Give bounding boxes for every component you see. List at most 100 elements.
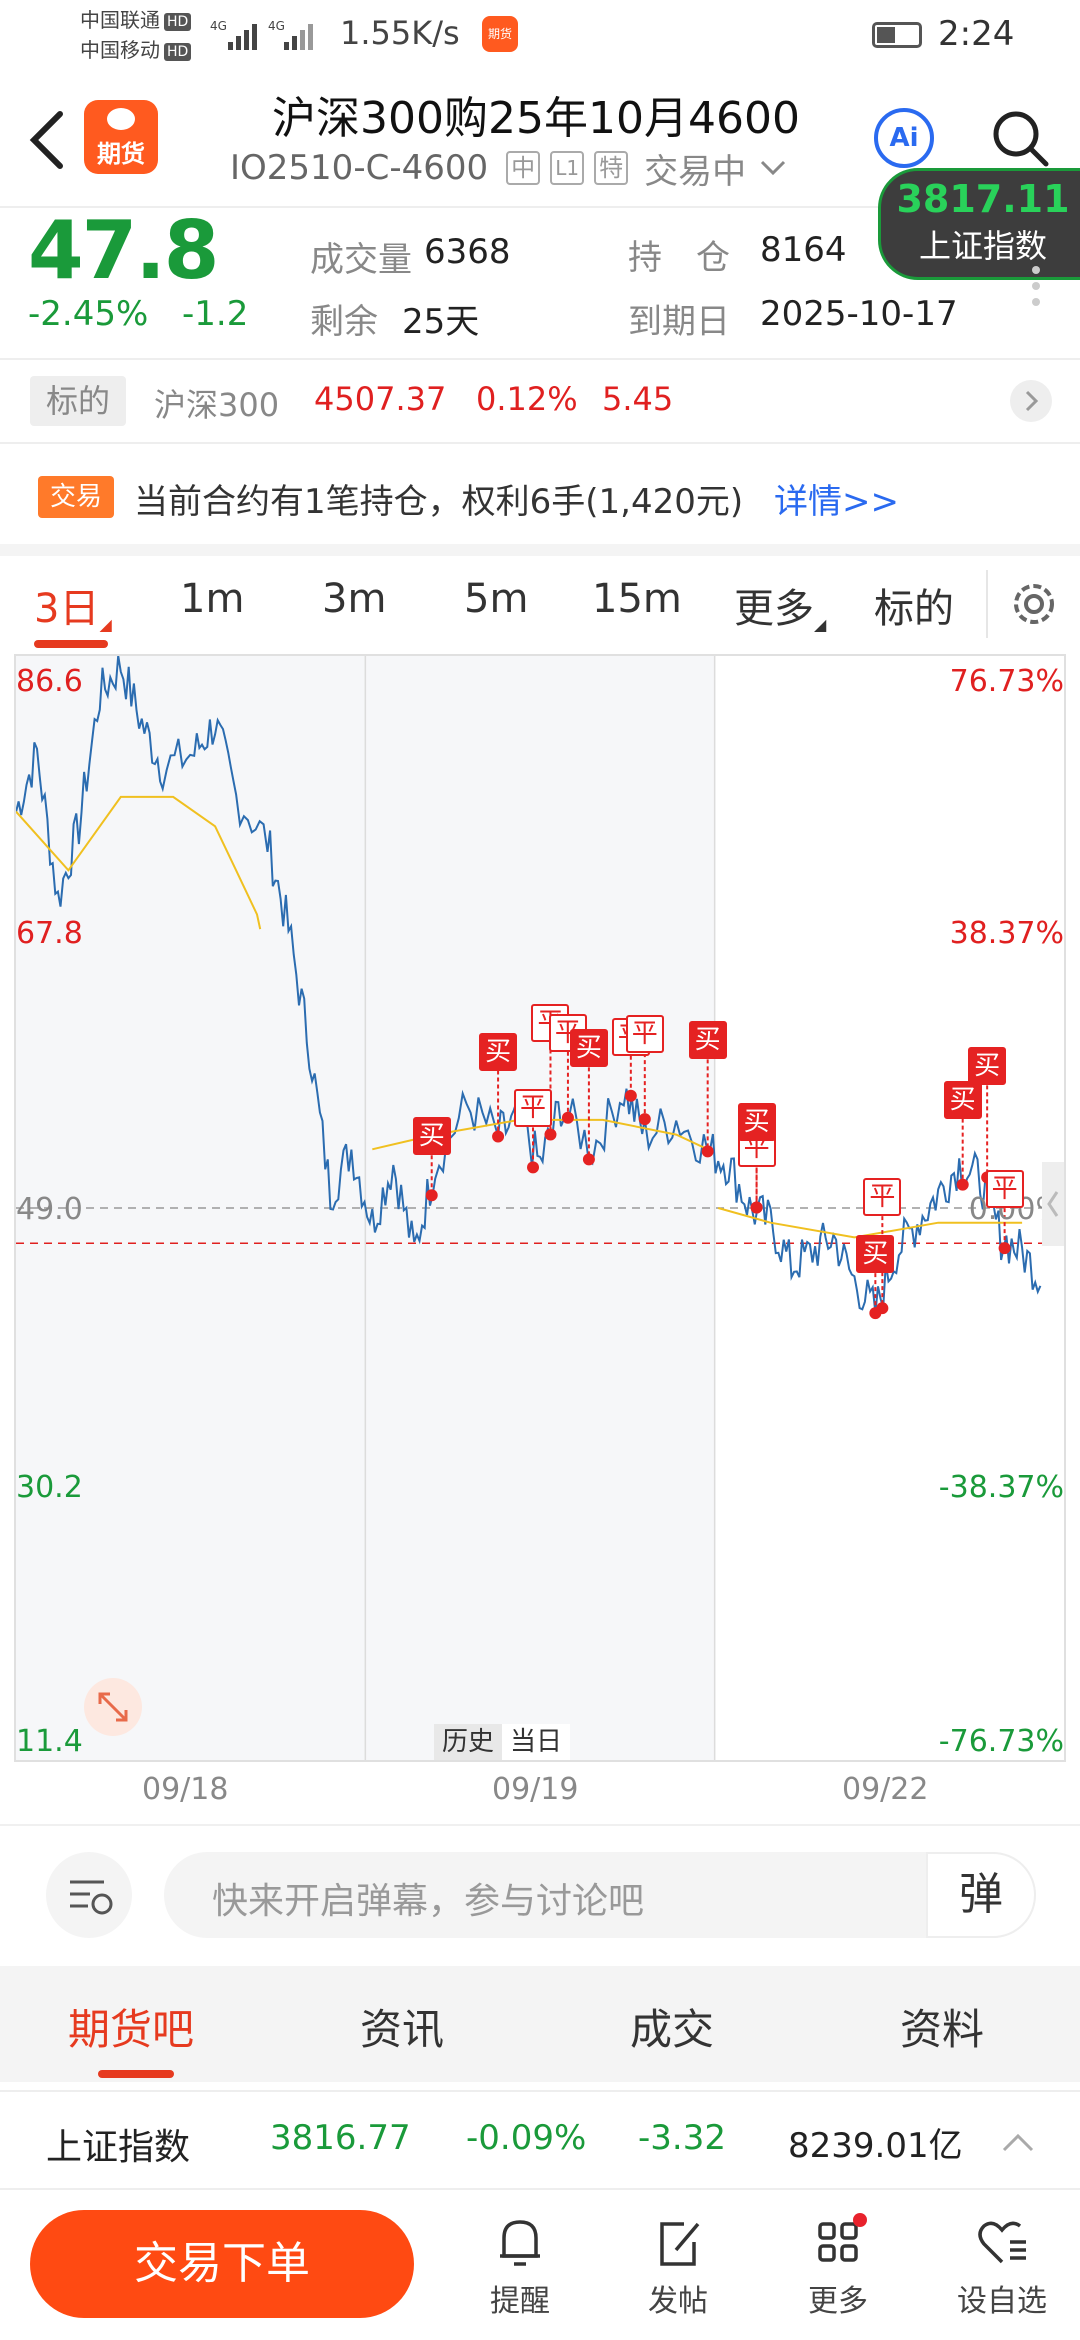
underlying-pct: 0.12% bbox=[476, 380, 578, 418]
app-notification-icon: 期货 bbox=[482, 16, 518, 52]
underlying-row[interactable]: 标的 沪深300 4507.37 0.12% 5.45 bbox=[0, 360, 1080, 442]
notice-detail-link[interactable]: 详情>> bbox=[774, 482, 899, 522]
nav-add-watchlist[interactable]: 设自选 bbox=[946, 2212, 1058, 2332]
heart-list-icon bbox=[978, 2221, 1026, 2264]
notice-badge: 交易 bbox=[38, 476, 114, 518]
floating-index-name: 上证指数 bbox=[918, 227, 1047, 265]
period-tab-underlying[interactable]: 标的 bbox=[874, 586, 954, 632]
average-line-day3 bbox=[717, 1207, 1023, 1239]
nav-alert[interactable]: 提醒 bbox=[470, 2212, 570, 2332]
underlying-bottom-divider bbox=[0, 442, 1080, 444]
open-interest-value: 8164 bbox=[760, 230, 847, 270]
history-toggle[interactable]: 历史 当日 bbox=[434, 1724, 571, 1760]
search-button[interactable] bbox=[988, 106, 1052, 170]
trade-marker-dot bbox=[956, 1178, 969, 1191]
network-speed: 1.55K/s bbox=[340, 14, 460, 52]
nav-more-label: 更多 bbox=[808, 2284, 868, 2319]
back-button[interactable] bbox=[20, 100, 80, 180]
nav-more[interactable]: 更多 bbox=[788, 2212, 888, 2332]
index-pct: -0.09% bbox=[466, 2118, 587, 2158]
app-logo: 期货 bbox=[84, 100, 158, 174]
expand-chart-button[interactable] bbox=[84, 1678, 142, 1736]
tab-trades[interactable]: 成交 bbox=[630, 2005, 715, 2054]
underlying-name: 沪深300 bbox=[154, 386, 280, 424]
right-axis-label-4: -38.37% bbox=[938, 1470, 1064, 1505]
signal-icon: 4G 4G bbox=[210, 18, 320, 52]
svg-text:4G: 4G bbox=[210, 19, 227, 33]
index-value: 3816.77 bbox=[270, 2118, 411, 2158]
chevron-right-icon bbox=[1010, 380, 1052, 422]
price-chart[interactable]: 86.6 67.8 49.0 30.2 11.4 76.73% 38.37% 0… bbox=[14, 654, 1066, 1762]
back-arrow-icon bbox=[29, 111, 63, 169]
trade-marker-dot bbox=[638, 1113, 651, 1126]
clock: 2:24 bbox=[938, 14, 1015, 54]
edit-icon bbox=[660, 2222, 700, 2266]
trade-order-button[interactable]: 交易下单 bbox=[30, 2210, 414, 2318]
chevron-left-icon bbox=[1047, 1191, 1059, 1217]
notice-divider bbox=[0, 544, 1080, 556]
history-label: 历史 bbox=[434, 1724, 503, 1760]
trade-marker-dot bbox=[998, 1242, 1011, 1255]
ai-button[interactable]: Ai bbox=[874, 108, 934, 168]
underlying-chg: 5.45 bbox=[602, 380, 674, 418]
left-axis-label-4: 30.2 bbox=[16, 1470, 83, 1505]
tab-info[interactable]: 资料 bbox=[900, 2005, 985, 2054]
battery-icon bbox=[872, 22, 922, 48]
tabs-separator bbox=[986, 570, 988, 638]
notice-text: 当前合约有1笔持仓，权利6手(1,420元) bbox=[134, 482, 744, 522]
left-axis-label-1: 86.6 bbox=[16, 664, 83, 699]
carrier-1: 中国联通 HD bbox=[80, 6, 192, 34]
tag-te: 特 bbox=[594, 151, 629, 185]
buy-marker: 买 bbox=[569, 1029, 608, 1068]
trade-marker-dot bbox=[701, 1145, 714, 1158]
header-divider bbox=[0, 206, 1080, 208]
period-tab-more[interactable]: 更多◢ bbox=[734, 586, 827, 634]
danmaku-toggle-button[interactable]: 弹 bbox=[926, 1852, 1036, 1938]
trade-marker-dot bbox=[869, 1307, 882, 1320]
period-tab-15m[interactable]: 15m bbox=[592, 576, 682, 622]
left-axis-label-3: 49.0 bbox=[16, 1192, 83, 1227]
chart-settings-button[interactable] bbox=[1004, 574, 1064, 634]
period-tabs: 3日◢ 1m 3m 5m 15m 更多◢ 标的 bbox=[0, 556, 1080, 652]
side-drawer-handle[interactable] bbox=[1042, 1162, 1064, 1246]
floating-index-badge[interactable]: 3817.11 上证指数 bbox=[878, 168, 1080, 280]
floating-index-value: 3817.11 bbox=[896, 177, 1070, 221]
danmaku-settings-button[interactable] bbox=[46, 1852, 132, 1938]
underlying-label: 标的 bbox=[30, 376, 126, 426]
contract-title: 沪深300购25年10月4600 bbox=[272, 93, 800, 144]
tab-futures-forum[interactable]: 期货吧 bbox=[68, 2005, 195, 2054]
period-tab-active-underline bbox=[34, 640, 108, 648]
trade-marker-dot bbox=[750, 1201, 763, 1214]
nav-post-label: 发帖 bbox=[648, 2284, 708, 2319]
buy-marker: 买 bbox=[737, 1103, 776, 1142]
expiry-value: 2025-10-17 bbox=[760, 294, 958, 334]
period-tab-3m[interactable]: 3m bbox=[322, 576, 387, 622]
buy-marker: 买 bbox=[943, 1080, 982, 1119]
more-dots-icon bbox=[1032, 266, 1042, 310]
position-notice[interactable]: 交易 当前合约有1笔持仓，权利6手(1,420元) 详情>> bbox=[0, 450, 1080, 544]
today-label: 当日 bbox=[502, 1724, 571, 1760]
expiry-label: 到期日 bbox=[628, 302, 730, 342]
bottom-tab-active-underline bbox=[98, 2070, 174, 2078]
remaining-value: 25天 bbox=[402, 302, 480, 342]
period-tab-3d[interactable]: 3日◢ bbox=[34, 586, 112, 634]
contract-subline[interactable]: IO2510-C-4600 中 L1 特 交易中 bbox=[230, 146, 790, 192]
bottom-nav: 交易下单 提醒 发帖 更多 设自选 bbox=[0, 2192, 1080, 2340]
date-label-3: 09/22 bbox=[842, 1772, 929, 1807]
trade-marker-dot bbox=[527, 1161, 540, 1174]
tab-news[interactable]: 资讯 bbox=[360, 2005, 445, 2054]
danmaku-input[interactable]: 快来开启弹幕，参与讨论吧 弹 bbox=[164, 1852, 1036, 1938]
period-tab-1m[interactable]: 1m bbox=[180, 576, 245, 622]
close-marker: 平 bbox=[514, 1089, 552, 1128]
bell-icon bbox=[500, 2220, 540, 2266]
buy-marker: 买 bbox=[856, 1235, 895, 1274]
index-amount: 8239.01亿 bbox=[788, 2126, 963, 2166]
nav-post[interactable]: 发帖 bbox=[628, 2212, 728, 2332]
period-tab-5m[interactable]: 5m bbox=[464, 576, 529, 622]
close-marker: 平 bbox=[985, 1170, 1024, 1209]
chevron-up-icon[interactable] bbox=[996, 2122, 1040, 2162]
close-marker: 平 bbox=[625, 1015, 664, 1054]
tag-zhong: 中 bbox=[506, 151, 541, 185]
index-bar[interactable]: 上证指数 3816.77 -0.09% -3.32 8239.01亿 bbox=[0, 2090, 1080, 2190]
index-chg: -3.32 bbox=[638, 2118, 726, 2158]
